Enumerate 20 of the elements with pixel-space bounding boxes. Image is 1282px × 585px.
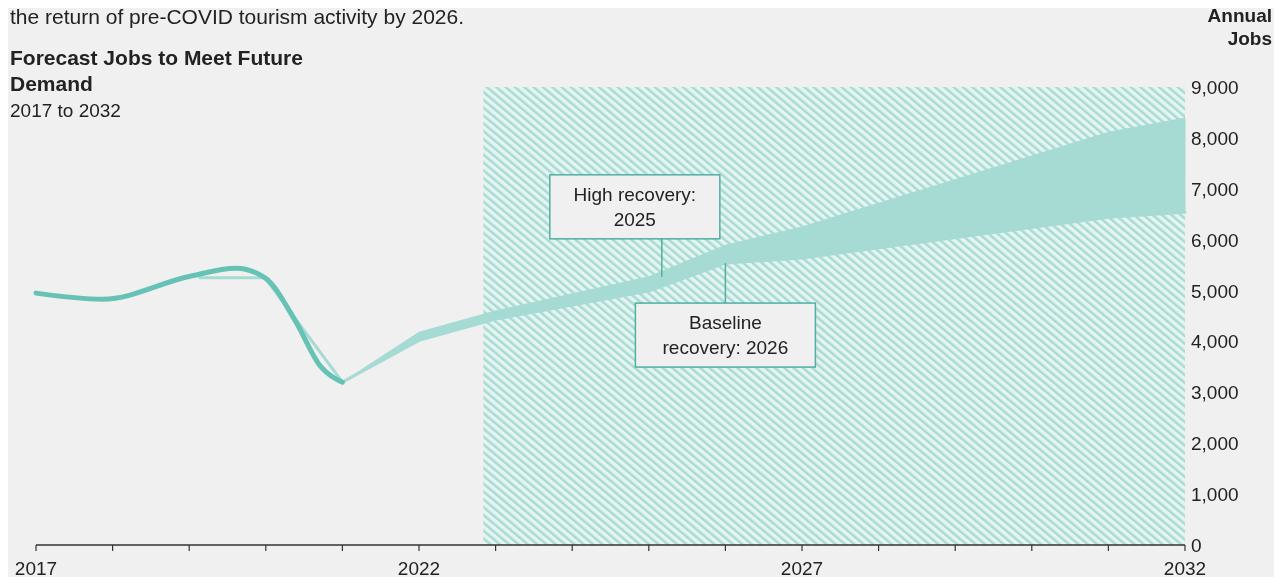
y-tick-label: 9,000 (1191, 77, 1239, 98)
x-tick-label: 2017 (14, 558, 58, 579)
y-tick-label: 6,000 (1191, 229, 1239, 251)
y-tick-label: 0 (1191, 535, 1202, 556)
y-tick-label: 2,000 (1191, 433, 1239, 455)
y-tick-label: 7,000 (1191, 178, 1239, 200)
x-tick-label: 2022 (397, 558, 441, 579)
chart-title: Forecast Jobs to Meet Future Demand (10, 46, 303, 95)
y-tick-label: 1,000 (1191, 484, 1239, 506)
x-tick-label: 2027 (780, 558, 824, 579)
y-tick-label: 3,000 (1191, 382, 1239, 404)
y-tick-label: 5,000 (1191, 280, 1239, 302)
y-tick-label: 4,000 (1191, 331, 1239, 353)
annotation: High recovery: 2025 (573, 183, 697, 230)
y-axis-title: Annual Jobs (1207, 5, 1272, 49)
y-tick-label: 8,000 (1191, 127, 1239, 149)
annotation: Baseline recovery: 2026 (662, 312, 789, 359)
x-tick-label: 2032 (1163, 558, 1207, 579)
text: 2017 to 2032 (10, 100, 121, 121)
text: the return of pre-COVID tourism activity by 2026. (10, 5, 465, 28)
